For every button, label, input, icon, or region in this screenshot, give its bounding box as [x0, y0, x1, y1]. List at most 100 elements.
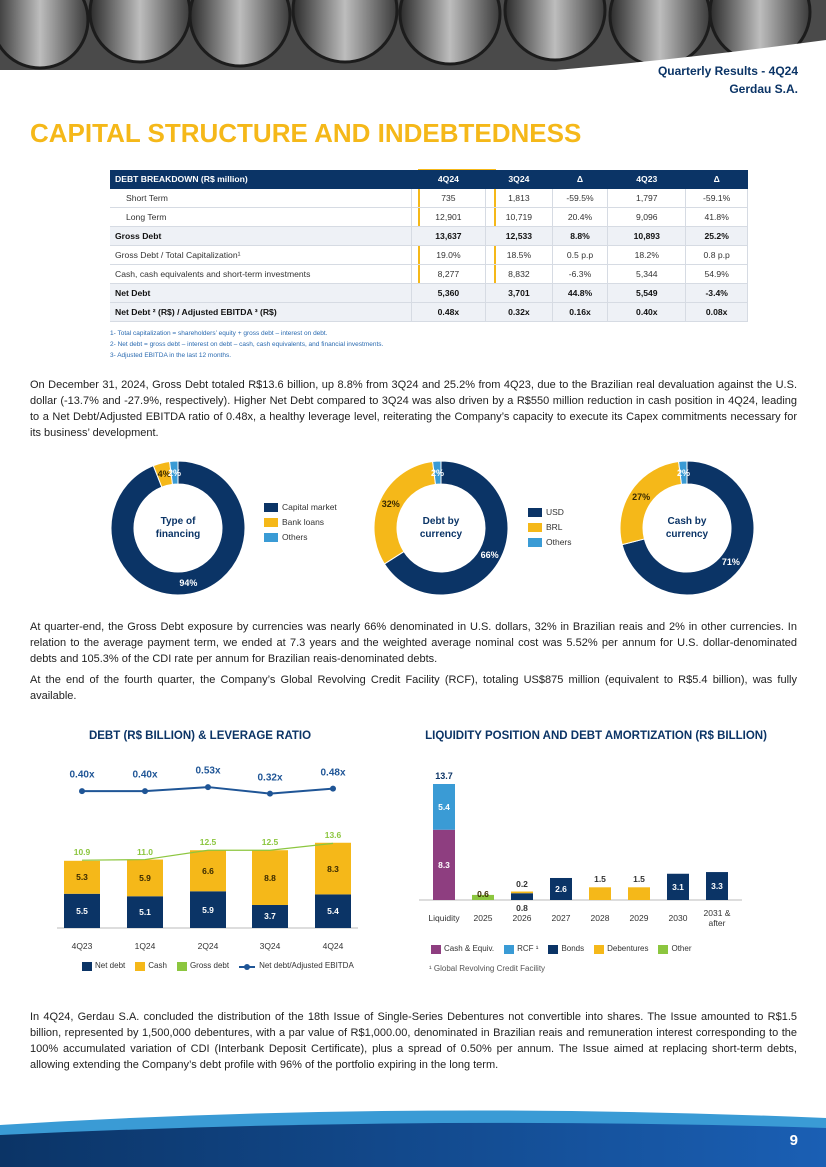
line-label: 12.5 — [199, 837, 217, 848]
x-tick-label: 2027 — [551, 913, 571, 923]
legend-swatch — [82, 962, 92, 971]
legend-label: Others — [546, 537, 572, 547]
x-tick-label: 2030 — [668, 913, 688, 923]
x-tick-label: Liquidity — [428, 913, 460, 923]
legend-swatch — [431, 945, 441, 954]
bar-label: 5.4 — [327, 906, 339, 917]
bar-segment — [511, 891, 533, 894]
table-cell: Δ — [685, 170, 748, 189]
x-tick-label: 2Q24 — [197, 941, 219, 951]
table-wrap: DEBT BREAKDOWN (R$ million) 4Q24 3Q24 Δ 4Q23… — [110, 170, 748, 322]
bar-segment — [667, 873, 689, 900]
table-cell: 0.40x — [607, 302, 687, 322]
table-row: Gross Debt 13,637 12,533 8.8% 10,893 25.2% — [110, 226, 748, 246]
legend-swatch — [135, 962, 146, 971]
footnote: 3- Adjusted EBITDA in the last 12 months… — [110, 352, 232, 359]
donut-title: Type of financing — [155, 516, 201, 540]
bar-segment — [64, 893, 100, 928]
table-cell: 5,360 — [411, 283, 487, 303]
table-row: Cash, cash equivalents and short-term in… — [110, 264, 748, 284]
table-row: Gross Debt / Total Capitalization¹ 19.0% 1… — [110, 245, 748, 265]
table-row: Net Debt 5,360 3,701 44.8% 5,549 -3.4% — [110, 283, 748, 303]
bar-segment — [64, 860, 100, 894]
line-point — [142, 788, 148, 795]
x-tick-label: 2028 — [590, 913, 610, 923]
bar-segment — [589, 887, 611, 900]
bar-label: 5.4 — [438, 801, 450, 812]
x-tick-label: 4Q24 — [322, 941, 344, 951]
legend-label: Capital market — [282, 502, 337, 512]
table-cell: Long Term — [110, 207, 412, 227]
bar-label: 5.1 — [139, 907, 151, 918]
legend-label: Others — [282, 532, 308, 542]
bar-label: 3.7 — [264, 911, 276, 922]
table-cell: 12,533 — [485, 226, 553, 246]
paragraph: At quarter-end, the Gross Debt exposure … — [30, 621, 797, 665]
donut-label: 2% — [676, 467, 691, 478]
chart-note: ¹ Global Revolving Credit Facility — [429, 964, 546, 973]
line-label: 10.9 — [73, 847, 91, 858]
donut-segment — [383, 460, 509, 596]
line-label: 0.40x — [69, 769, 95, 781]
legend-label: Bonds — [561, 944, 585, 953]
donut-label: 32% — [381, 499, 400, 510]
table-row: Long Term 12,901 10,719 20.4% 9,096 41.8% — [110, 207, 748, 227]
table-cell: 1,797 — [607, 188, 687, 208]
table-cell: 3Q24 — [485, 170, 553, 189]
header-company: Gerdau S.A. — [729, 82, 798, 96]
bar-label: 1.5 — [633, 874, 645, 885]
legend-label: BRL — [546, 522, 563, 532]
bar-label: 0.6 — [477, 888, 489, 899]
bar-segment — [472, 894, 494, 900]
table-cell: 8,277 — [411, 264, 487, 284]
donut-segment — [169, 460, 179, 485]
table-row: Short Term 735 1,813 -59.5% 1,797 -59.1% — [110, 188, 748, 208]
donut-label: 94% — [179, 577, 198, 588]
line-point — [267, 790, 273, 797]
x-tick-label: 2026 — [512, 913, 532, 923]
donut-segment — [110, 460, 246, 596]
legend-swatch — [528, 508, 542, 517]
table-cell: 0.5 p.p — [552, 245, 609, 265]
legend-label: Bank loans — [282, 517, 325, 527]
bar-segment — [433, 784, 455, 830]
donut-segment — [432, 460, 442, 485]
legend-label: USD — [546, 507, 564, 517]
bar-label: 0.2 — [516, 878, 528, 889]
table-cell: 0.16x — [552, 302, 609, 322]
table-cell: 12,901 — [411, 207, 487, 227]
table-cell: -6.3% — [552, 264, 609, 284]
bar-segment — [190, 891, 226, 928]
line-label: 12.5 — [261, 837, 279, 848]
table-row: DEBT BREAKDOWN (R$ million) 4Q24 3Q24 Δ 4Q23… — [110, 170, 748, 189]
bar-label: 6.6 — [202, 865, 214, 876]
table-cell: 5,549 — [607, 283, 687, 303]
table-cell: 3,701 — [485, 283, 553, 303]
x-tick-label: 1Q24 — [134, 941, 156, 951]
table-cell: 18.5% — [485, 245, 553, 265]
line-point — [330, 785, 336, 792]
legend-swatch — [528, 523, 542, 532]
table-cell: 4Q23 — [607, 170, 687, 189]
footer-wave — [0, 1110, 826, 1167]
line-label: 0.32x — [257, 772, 283, 784]
bar-segment — [706, 872, 728, 900]
donut-segment — [678, 460, 688, 485]
legend-swatch — [176, 962, 187, 971]
table-cell: 8.8% — [552, 226, 609, 246]
x-tick-label: 2025 — [473, 913, 493, 923]
table-cell: -59.5% — [552, 188, 609, 208]
donut-label: 66% — [480, 549, 499, 560]
legend-swatch — [264, 518, 278, 527]
bar-label: 5.3 — [76, 872, 88, 883]
legend-label: Debentures — [607, 944, 649, 953]
bar-segment — [511, 893, 533, 900]
legend-swatch — [658, 945, 669, 954]
header-image — [0, 0, 826, 110]
table-cell: 44.8% — [552, 283, 609, 303]
line-label: 0.53x — [195, 765, 221, 777]
table-cell: 54.9% — [685, 264, 748, 284]
table-cell: 25.2% — [685, 226, 748, 246]
bar-label: 5.9 — [139, 872, 151, 883]
